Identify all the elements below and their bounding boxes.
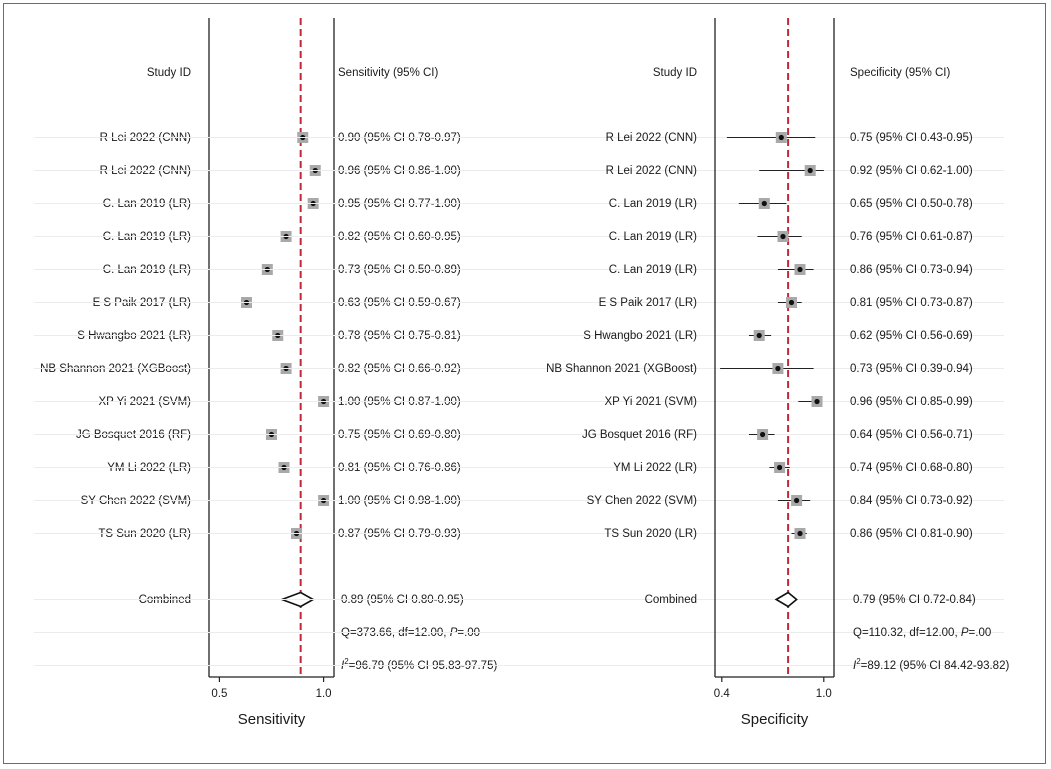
point-estimate-marker [778, 134, 784, 141]
study-value-label: 0.86 (95% CI 0.81-0.90) [850, 528, 973, 540]
study-value-label: 0.96 (95% CI 0.85-0.99) [850, 396, 973, 408]
point-estimate-marker [794, 497, 800, 504]
study-name-label: TS Sun 2020 (LR) [604, 528, 697, 540]
combined-value-label: 0.79 (95% CI 0.72-0.84) [853, 594, 976, 606]
study-name-label: C. Lan 2019 (LR) [609, 264, 697, 276]
x-tick-label: 0.4 [714, 688, 731, 700]
study-name-label: YM Li 2022 (LR) [613, 462, 697, 474]
point-estimate-marker [756, 332, 762, 339]
value-header: Sensitivity (95% CI) [338, 67, 439, 79]
p-value-text: =.00 [969, 627, 992, 639]
x-axis-label: Specificity [741, 711, 809, 728]
q-statistic-text: Q=110.32, df=12.00, [853, 627, 961, 639]
point-estimate-marker [775, 365, 781, 372]
study-value-label: 0.76 (95% CI 0.61-0.87) [850, 231, 973, 243]
value-header: Specificity (95% CI) [850, 67, 951, 79]
study-value-label: 0.62 (95% CI 0.56-0.69) [850, 330, 973, 342]
heterogeneity-i2-label: I2=96.79 (95% CI 95.83-97.75) [341, 657, 497, 672]
study-value-label: 0.81 (95% CI 0.73-0.87) [850, 297, 973, 309]
x-axis-label: Sensitivity [238, 711, 306, 728]
i2-symbol: I [853, 660, 857, 672]
study-value-label: 0.86 (95% CI 0.73-0.94) [850, 264, 973, 276]
point-estimate-marker [760, 431, 766, 438]
point-estimate-marker [761, 200, 767, 207]
study-name-label: C. Lan 2019 (LR) [609, 231, 697, 243]
study-name-label: R Lei 2022 (CNN) [606, 165, 698, 177]
x-tick-label: 1.0 [316, 688, 332, 700]
x-tick-label: 0.5 [211, 688, 227, 700]
x-tick-label: 1.0 [816, 688, 832, 700]
study-name-label: XP Yi 2021 (SVM) [605, 396, 698, 408]
heterogeneity-q-label: Q=110.32, df=12.00, P=.00 [853, 627, 991, 639]
study-name-label: E S Paik 2017 (LR) [599, 297, 698, 309]
p-symbol: P [961, 627, 969, 639]
study-name-label: NB Shannon 2021 (XGBoost) [546, 363, 697, 375]
study-value-label: 0.73 (95% CI 0.39-0.94) [850, 363, 973, 375]
study-value-label: 0.92 (95% CI 0.62-1.00) [850, 165, 973, 177]
point-estimate-marker [797, 266, 803, 273]
forest-plot-figure: Study ID Sensitivity (95% CI) R Lei 2022 (… [34, 18, 1009, 728]
point-estimate-marker [814, 398, 820, 405]
study-id-header: Study ID [653, 67, 697, 79]
point-estimate-marker [807, 167, 813, 174]
heterogeneity-i2-label: I2=89.12 (95% CI 84.42-93.82) [853, 657, 1009, 672]
study-value-label: 0.74 (95% CI 0.68-0.80) [850, 462, 973, 474]
study-value-label: 0.64 (95% CI 0.56-0.71) [850, 429, 973, 441]
point-estimate-marker [777, 464, 783, 471]
study-name-label: JG Bosquet 2016 (RF) [582, 429, 697, 441]
study-name-label: SY Chen 2022 (SVM) [587, 495, 698, 507]
study-value-label: 0.65 (95% CI 0.50-0.78) [850, 198, 973, 210]
point-estimate-marker [797, 530, 803, 537]
forest-panel-sensitivity: Study ID Sensitivity (95% CI)R Lei 2022 (… [34, 18, 504, 728]
study-name-label: R Lei 2022 (CNN) [606, 132, 698, 144]
i2-exponent: 2 [856, 657, 861, 666]
combined-estimate-diamond [774, 591, 798, 608]
combined-label: Combined [645, 594, 697, 606]
study-name-label: S Hwangbo 2021 (LR) [583, 330, 697, 342]
study-name-label: C. Lan 2019 (LR) [609, 198, 697, 210]
study-value-label: 0.75 (95% CI 0.43-0.95) [850, 132, 973, 144]
forest-panel-specificity: Study ID Specificity (95% CI) R Lei 2022 (… [34, 18, 1009, 728]
figure-frame: Study ID Sensitivity (95% CI) R Lei 2022 (… [3, 3, 1046, 764]
study-value-label: 0.84 (95% CI 0.73-0.92) [850, 495, 973, 507]
i2-exponent: 2 [344, 657, 349, 666]
i2-value-text: =89.12 (95% CI 84.42-93.82) [861, 660, 1010, 672]
point-estimate-marker [788, 299, 795, 306]
study-id-header: Study ID [147, 67, 191, 79]
point-estimate-marker [780, 233, 786, 240]
